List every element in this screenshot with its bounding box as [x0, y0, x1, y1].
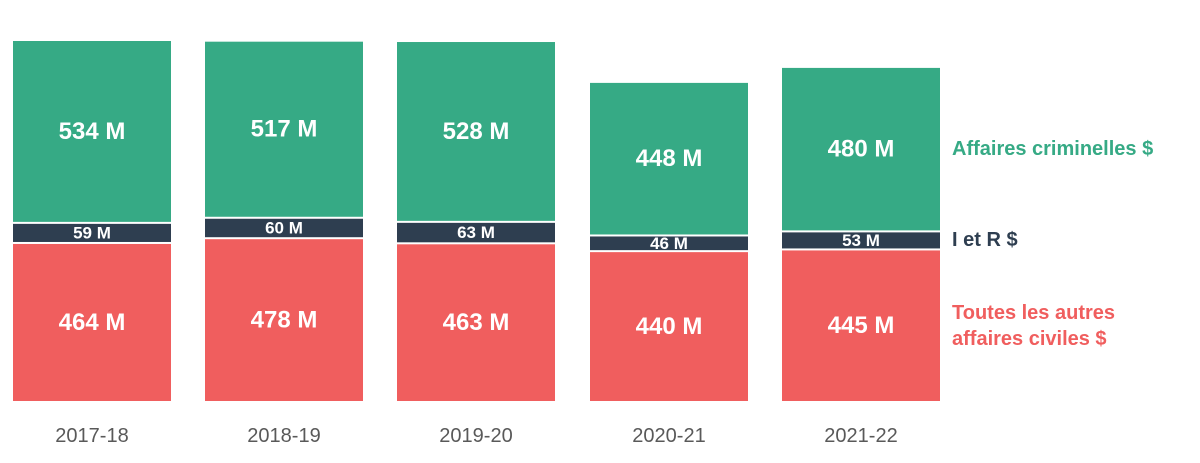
legend-label-i-et-r: I et R $: [952, 229, 1018, 252]
data-label-affaires-criminelles-2019-20: 528 M: [443, 118, 510, 145]
bar-segment-affaires-criminelles-2021-22: [782, 67, 940, 231]
data-label-i-et-r-2017-18: 59 M: [73, 223, 111, 242]
data-label-affaires-criminelles-2018-19: 517 M: [251, 116, 318, 143]
bar-segment-i-et-r-2020-21: [590, 236, 748, 251]
data-label-i-et-r-2020-21: 46 M: [650, 234, 688, 253]
x-tick-label-2017-18: 2017-18: [55, 425, 128, 447]
data-label-toutes-les-autres-affaires-civiles-2018-19: 478 M: [251, 307, 318, 334]
bar-segment-toutes-les-autres-affaires-civiles-2017-18: [13, 243, 171, 401]
data-label-toutes-les-autres-affaires-civiles-2020-21: 440 M: [636, 313, 703, 340]
bar-segment-affaires-criminelles-2018-19: [205, 41, 363, 217]
legend-label-toutes-les-autres-affaires-civiles: Toutes les autres affaires civiles $: [952, 301, 1116, 350]
data-label-i-et-r-2018-19: 60 M: [265, 218, 303, 237]
bar-segment-i-et-r-2017-18: [13, 223, 171, 242]
bar-segment-toutes-les-autres-affaires-civiles-2021-22: [782, 250, 940, 401]
data-label-i-et-r-2021-22: 53 M: [842, 231, 880, 250]
bar-segment-toutes-les-autres-affaires-civiles-2018-19: [205, 239, 363, 401]
data-label-toutes-les-autres-affaires-civiles-2017-18: 464 M: [59, 309, 126, 336]
data-label-toutes-les-autres-affaires-civiles-2021-22: 445 M: [828, 312, 895, 339]
data-label-affaires-criminelles-2020-21: 448 M: [636, 145, 703, 172]
legend-label-affaires-criminelles: Affaires criminelles $: [952, 138, 1154, 161]
x-tick-label-2020-21: 2020-21: [632, 425, 705, 447]
x-tick-label-2019-20: 2019-20: [439, 425, 512, 447]
bar-segment-i-et-r-2018-19: [205, 218, 363, 238]
bar-segment-i-et-r-2021-22: [782, 232, 940, 249]
bar-segment-affaires-criminelles-2017-18: [13, 41, 171, 222]
data-label-affaires-criminelles-2017-18: 534 M: [59, 118, 126, 145]
data-label-i-et-r-2019-20: 63 M: [457, 223, 495, 242]
bar-segment-toutes-les-autres-affaires-civiles-2019-20: [397, 244, 555, 401]
data-label-toutes-les-autres-affaires-civiles-2019-20: 463 M: [443, 309, 510, 336]
bar-segment-affaires-criminelles-2019-20: [397, 42, 555, 221]
bar-segment-i-et-r-2019-20: [397, 222, 555, 243]
bar-segment-toutes-les-autres-affaires-civiles-2020-21: [590, 252, 748, 401]
data-label-affaires-criminelles-2021-22: 480 M: [828, 136, 895, 163]
x-tick-label-2018-19: 2018-19: [247, 425, 320, 447]
x-tick-label-2021-22: 2021-22: [824, 425, 897, 447]
bar-segment-affaires-criminelles-2020-21: [590, 82, 748, 235]
